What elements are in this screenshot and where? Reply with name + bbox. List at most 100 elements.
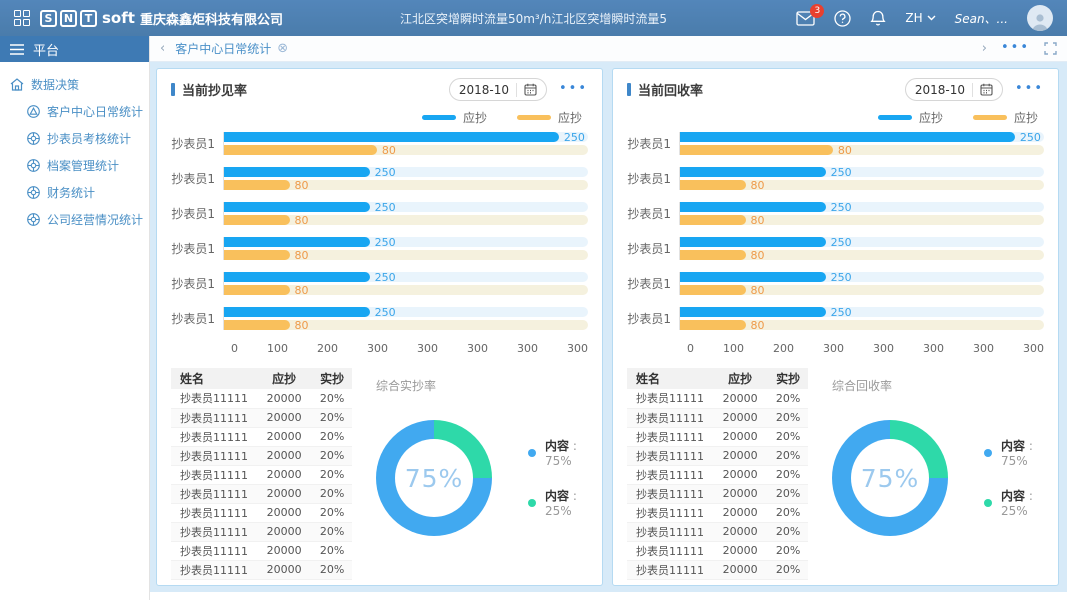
bar-track[interactable]: 80 bbox=[224, 215, 588, 226]
bar[interactable] bbox=[680, 215, 746, 225]
donut-legend-item[interactable]: 内容 : 25% bbox=[984, 487, 1044, 518]
sidebar-item-data-decision[interactable]: 数据决策 bbox=[0, 71, 149, 98]
bar[interactable] bbox=[680, 145, 833, 155]
bar-track[interactable]: 80 bbox=[680, 250, 1044, 261]
bar[interactable] bbox=[680, 285, 746, 295]
apps-grid-icon[interactable] bbox=[14, 10, 30, 26]
bar-track[interactable]: 250 bbox=[224, 307, 588, 318]
bar-track[interactable]: 80 bbox=[224, 145, 588, 156]
bar-track[interactable]: 80 bbox=[680, 145, 1044, 156]
bar-track[interactable]: 250 bbox=[224, 202, 588, 213]
bar-track[interactable]: 250 bbox=[224, 167, 588, 178]
table-row[interactable]: 抄表员11111 20000 20% bbox=[627, 446, 808, 466]
bar[interactable] bbox=[680, 167, 826, 177]
bar[interactable] bbox=[680, 132, 1015, 142]
bar[interactable] bbox=[680, 320, 746, 330]
bar-track[interactable]: 250 bbox=[680, 132, 1044, 143]
legend-item[interactable]: 应抄 bbox=[972, 109, 1038, 126]
bar[interactable] bbox=[224, 132, 559, 142]
bar-track[interactable]: 250 bbox=[680, 272, 1044, 283]
user-name[interactable]: Sean、... bbox=[954, 11, 1008, 26]
hamburger-icon[interactable] bbox=[10, 43, 24, 55]
bar-track[interactable]: 250 bbox=[680, 237, 1044, 248]
bar-track[interactable]: 250 bbox=[224, 132, 588, 143]
bar[interactable] bbox=[680, 250, 746, 260]
bar-track[interactable]: 250 bbox=[680, 307, 1044, 318]
bar[interactable] bbox=[224, 250, 290, 260]
bar[interactable] bbox=[224, 145, 377, 155]
bar[interactable] bbox=[224, 307, 370, 317]
table-row[interactable]: 抄表员11111 20000 20% bbox=[627, 427, 808, 447]
bar[interactable] bbox=[224, 167, 370, 177]
panel-more-icon[interactable]: ••• bbox=[1014, 81, 1044, 97]
mail-icon[interactable]: 3 bbox=[796, 3, 825, 26]
avatar[interactable] bbox=[1027, 5, 1053, 31]
table-row[interactable]: 抄表员11111 20000 20% bbox=[627, 503, 808, 523]
bar-track[interactable]: 80 bbox=[680, 215, 1044, 226]
table-row[interactable]: 抄表员11111 20000 20% bbox=[627, 408, 808, 428]
bar[interactable] bbox=[680, 272, 826, 282]
bell-icon[interactable] bbox=[870, 10, 886, 27]
bar-track[interactable]: 80 bbox=[224, 250, 588, 261]
sidebar-item-company-operation-stats[interactable]: 公司经营情况统计 bbox=[0, 206, 149, 233]
donut-legend-item[interactable]: 内容 : 75% bbox=[984, 437, 1044, 468]
table-row[interactable]: 抄表员11111 20000 20% bbox=[627, 484, 808, 504]
legend-item[interactable]: 应抄 bbox=[877, 109, 943, 126]
table-row[interactable]: 抄表员11111 20000 20% bbox=[171, 427, 352, 447]
bar[interactable] bbox=[224, 215, 290, 225]
bar[interactable] bbox=[224, 285, 290, 295]
table-row[interactable]: 抄表员11111 20000 20% bbox=[627, 465, 808, 485]
language-selector[interactable]: ZH bbox=[905, 11, 936, 25]
table-row[interactable]: 抄表员11111 20000 20% bbox=[627, 560, 808, 580]
bar-track[interactable]: 250 bbox=[680, 167, 1044, 178]
bar-track[interactable]: 80 bbox=[224, 180, 588, 191]
sidebar-item-finance-stats[interactable]: 财务统计 bbox=[0, 179, 149, 206]
tabs-scroll-right-icon[interactable]: › bbox=[981, 41, 987, 56]
bar[interactable] bbox=[680, 307, 826, 317]
legend-item[interactable]: 应抄 bbox=[421, 109, 487, 126]
table-row[interactable]: 抄表员11111 20000 20% bbox=[171, 465, 352, 485]
tab-customer-center-stats[interactable]: 客户中心日常统计 ⊗ bbox=[175, 40, 288, 57]
bar[interactable] bbox=[224, 180, 290, 190]
table-row[interactable]: 抄表员11111 20000 20% bbox=[171, 484, 352, 504]
table-row[interactable]: 抄表员11111 20000 20% bbox=[171, 541, 352, 561]
bar[interactable] bbox=[680, 237, 826, 247]
donut-legend-item[interactable]: 内容 : 25% bbox=[528, 487, 588, 518]
table-row[interactable]: 抄表员11111 20000 20% bbox=[171, 522, 352, 542]
table-row[interactable]: 抄表员11111 20000 20% bbox=[627, 389, 808, 409]
tabs-scroll-left-icon[interactable]: ‹ bbox=[160, 41, 166, 56]
fullscreen-icon[interactable] bbox=[1044, 42, 1057, 55]
bar-track[interactable]: 80 bbox=[680, 285, 1044, 296]
table-row[interactable]: 抄表员11111 20000 20% bbox=[627, 541, 808, 561]
help-icon[interactable] bbox=[834, 9, 851, 27]
tab-close-icon[interactable]: ⊗ bbox=[277, 41, 289, 56]
bar[interactable] bbox=[224, 202, 370, 212]
donut-ring[interactable]: 75% bbox=[376, 420, 492, 536]
bar-track[interactable]: 250 bbox=[224, 272, 588, 283]
sidebar-item-meter-reader-assessment[interactable]: 抄表员考核统计 bbox=[0, 125, 149, 152]
bar[interactable] bbox=[224, 237, 370, 247]
bar[interactable] bbox=[680, 180, 746, 190]
bar[interactable] bbox=[224, 320, 290, 330]
bar[interactable] bbox=[224, 272, 370, 282]
donut-ring[interactable]: 75% bbox=[832, 420, 948, 536]
bar[interactable] bbox=[680, 202, 826, 212]
sidebar-item-archive-management[interactable]: 档案管理统计 bbox=[0, 152, 149, 179]
table-row[interactable]: 抄表员11111 20000 20% bbox=[171, 503, 352, 523]
bar-track[interactable]: 80 bbox=[680, 320, 1044, 331]
table-row[interactable]: 抄表员11111 20000 20% bbox=[627, 522, 808, 542]
sidebar-item-customer-center-stats[interactable]: 客户中心日常统计 bbox=[0, 98, 149, 125]
table-row[interactable]: 抄表员11111 20000 20% bbox=[171, 389, 352, 409]
table-row[interactable]: 抄表员11111 20000 20% bbox=[171, 446, 352, 466]
date-picker[interactable]: 2018-10 bbox=[904, 78, 1003, 101]
legend-item[interactable]: 应抄 bbox=[516, 109, 582, 126]
bar-track[interactable]: 250 bbox=[224, 237, 588, 248]
table-row[interactable]: 抄表员11111 20000 20% bbox=[171, 560, 352, 580]
bar-track[interactable]: 80 bbox=[680, 180, 1044, 191]
bar-track[interactable]: 80 bbox=[224, 285, 588, 296]
donut-legend-item[interactable]: 内容 : 75% bbox=[528, 437, 588, 468]
date-picker[interactable]: 2018-10 bbox=[448, 78, 547, 101]
panel-more-icon[interactable]: ••• bbox=[558, 81, 588, 97]
bar-track[interactable]: 80 bbox=[224, 320, 588, 331]
bar-track[interactable]: 250 bbox=[680, 202, 1044, 213]
